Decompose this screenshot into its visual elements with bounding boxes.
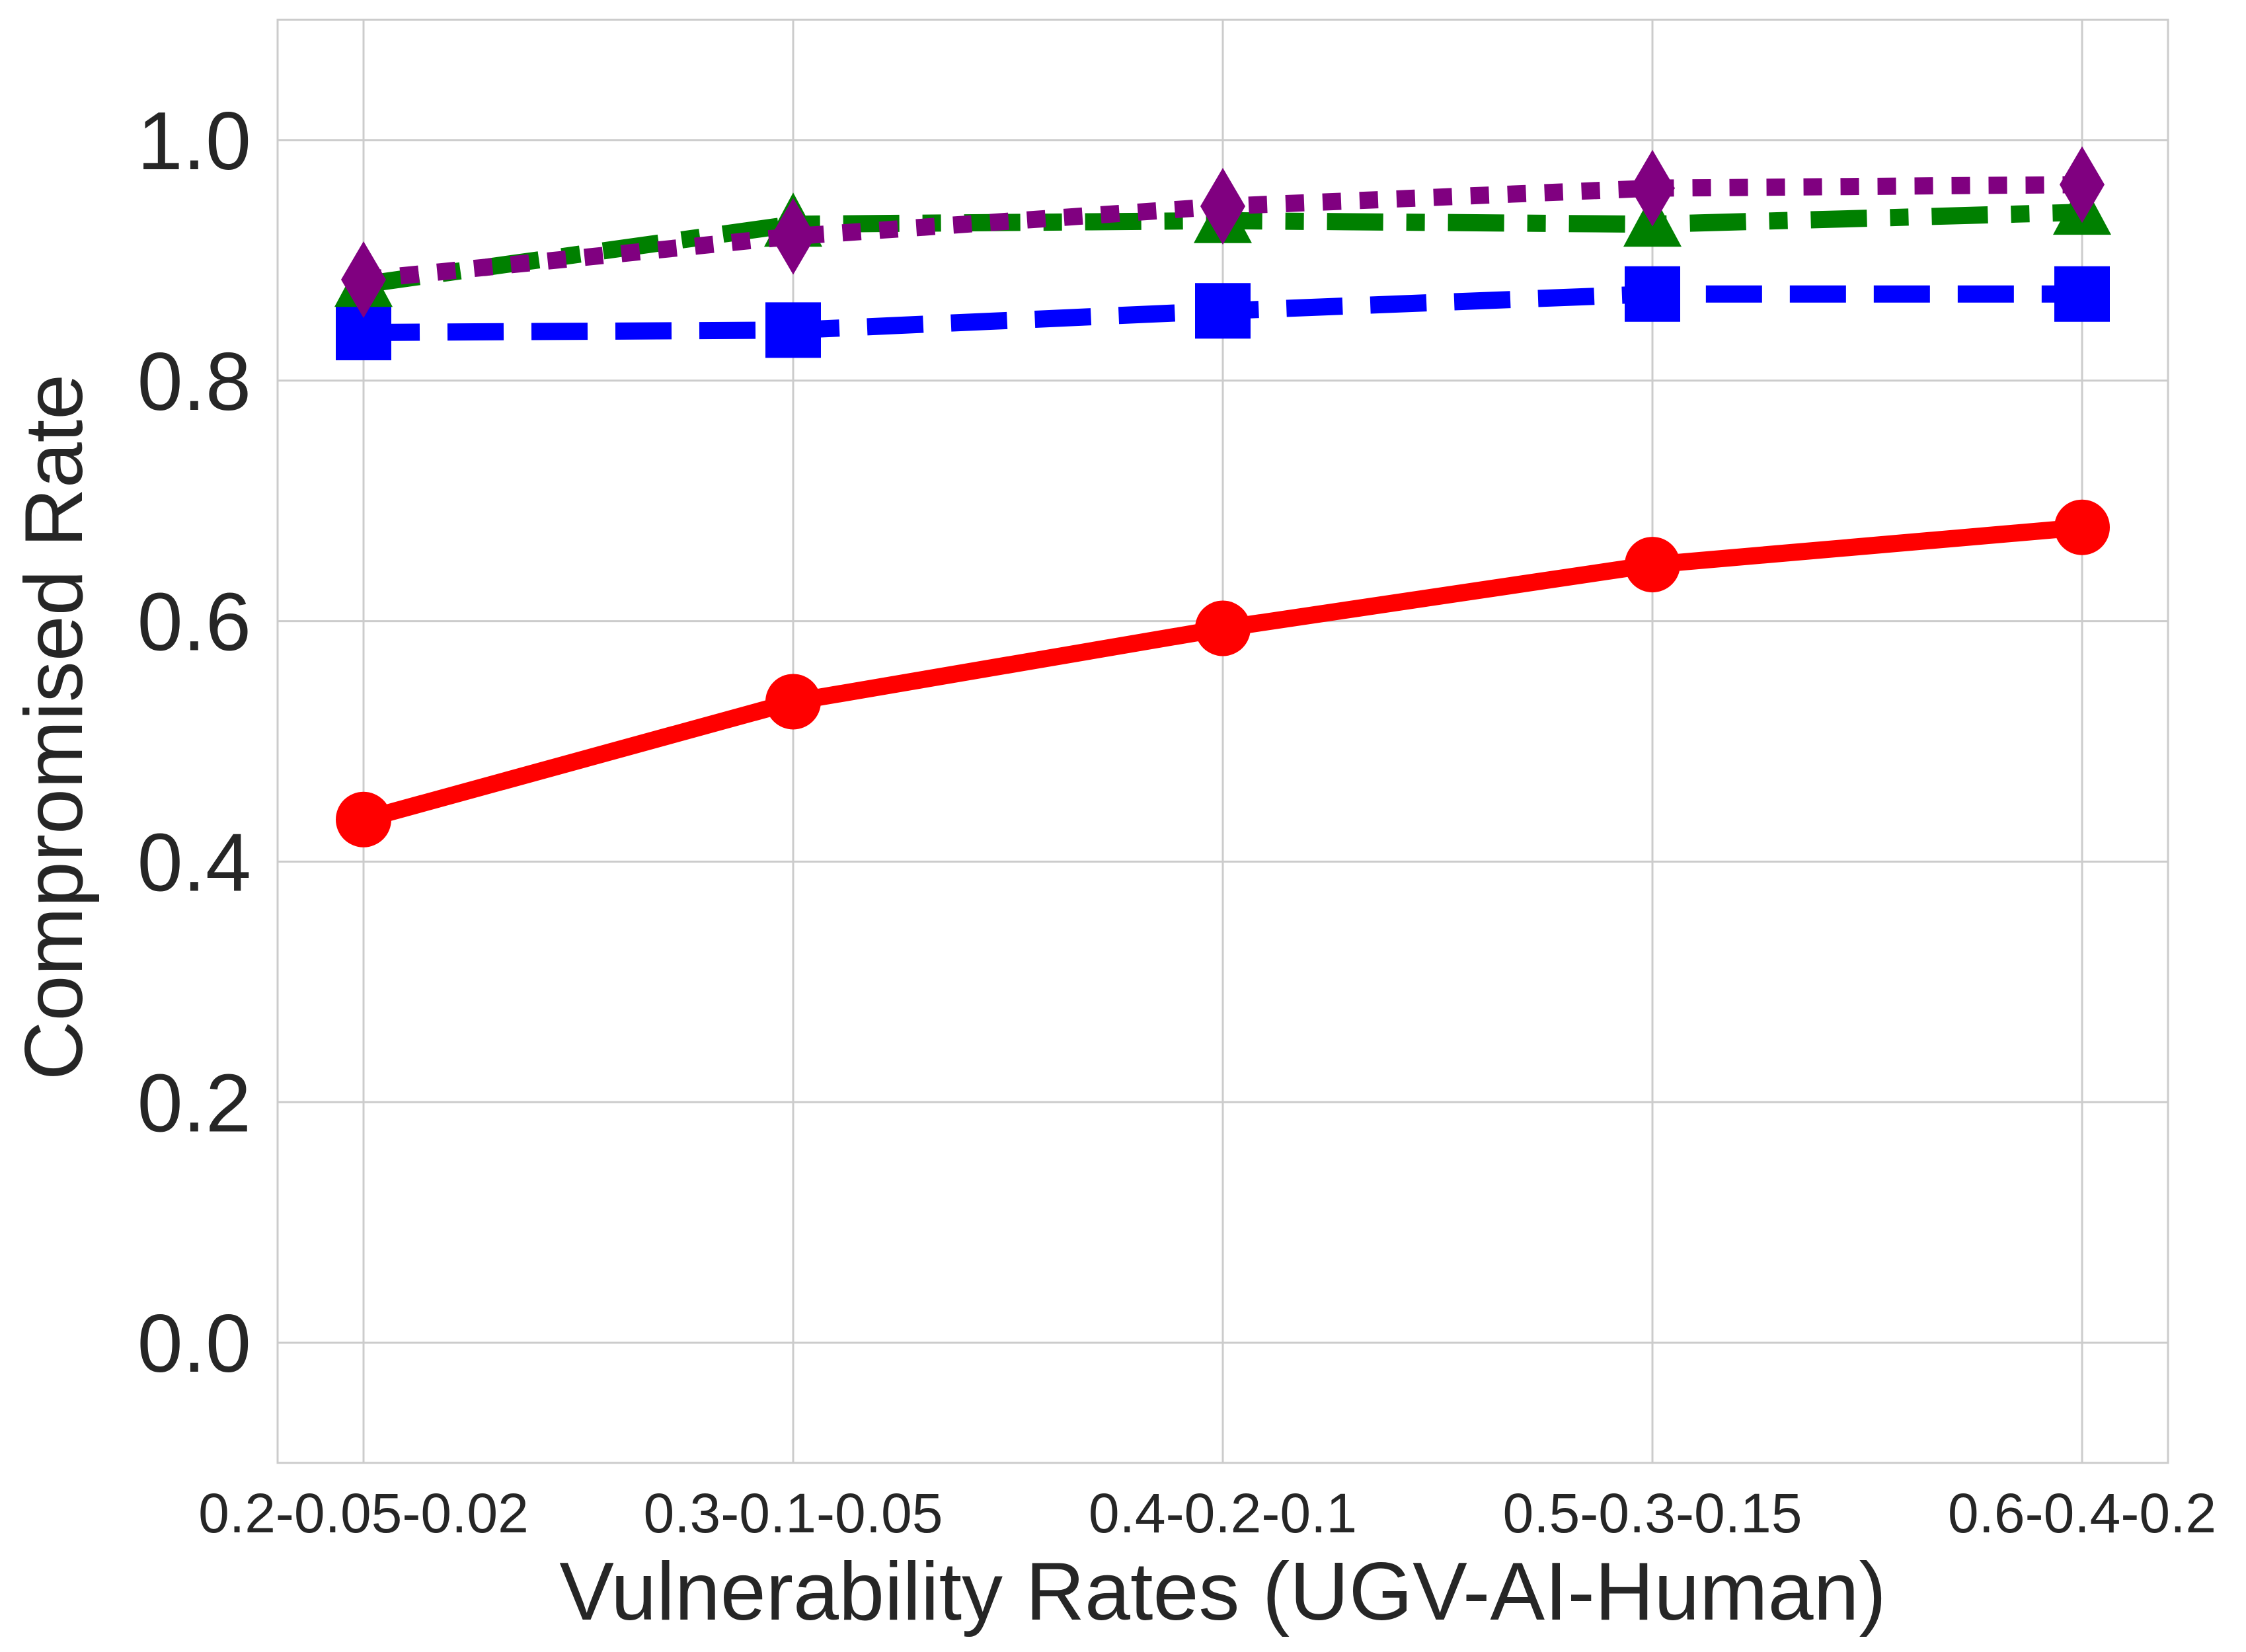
grid — [278, 20, 2168, 1463]
data-point-circle — [765, 674, 821, 730]
y-tick-label: 0.0 — [137, 1298, 251, 1390]
y-tick-label: 0.4 — [137, 817, 251, 908]
series-group — [334, 146, 2111, 847]
x-tick-label: 0.5-0.3-0.15 — [1503, 1482, 1802, 1544]
data-point-diamond — [2060, 146, 2105, 223]
x-tick-label: 0.3-0.1-0.05 — [644, 1482, 943, 1544]
data-point-square — [2054, 266, 2110, 322]
data-point-square — [1195, 283, 1251, 339]
x-axis-label: Vulnerability Rates (UGV-AI-Human) — [559, 1546, 1886, 1637]
x-tick-label: 0.2-0.05-0.02 — [198, 1482, 529, 1544]
data-point-circle — [1625, 537, 1680, 593]
series-diamond — [341, 146, 2105, 318]
y-tick-label: 0.2 — [137, 1058, 251, 1149]
data-point-diamond — [341, 241, 386, 318]
tick-labels: 0.0 0.2 0.4 0.6 0.8 1.0 0.2-0.05-0.02 0.3-0.1-0… — [137, 96, 2217, 1544]
data-point-circle — [1195, 600, 1251, 656]
y-tick-label: 0.6 — [137, 577, 251, 668]
data-point-diamond — [1200, 167, 1245, 245]
data-point-circle — [2054, 499, 2110, 555]
data-point-diamond — [1630, 149, 1675, 227]
y-tick-label: 0.8 — [137, 336, 251, 428]
x-tick-label: 0.4-0.2-0.1 — [1089, 1482, 1357, 1544]
x-tick-label: 0.6-0.4-0.2 — [1948, 1482, 2216, 1544]
data-point-circle — [336, 791, 391, 847]
series-circle — [336, 499, 2110, 847]
data-point-diamond — [771, 198, 816, 275]
data-point-square — [765, 302, 821, 358]
y-tick-label: 1.0 — [137, 96, 251, 187]
plot-frame — [276, 19, 2169, 1464]
data-point-square — [1625, 266, 1680, 322]
y-axis-label: Compromised Rate — [9, 374, 100, 1080]
series-square — [336, 266, 2110, 360]
